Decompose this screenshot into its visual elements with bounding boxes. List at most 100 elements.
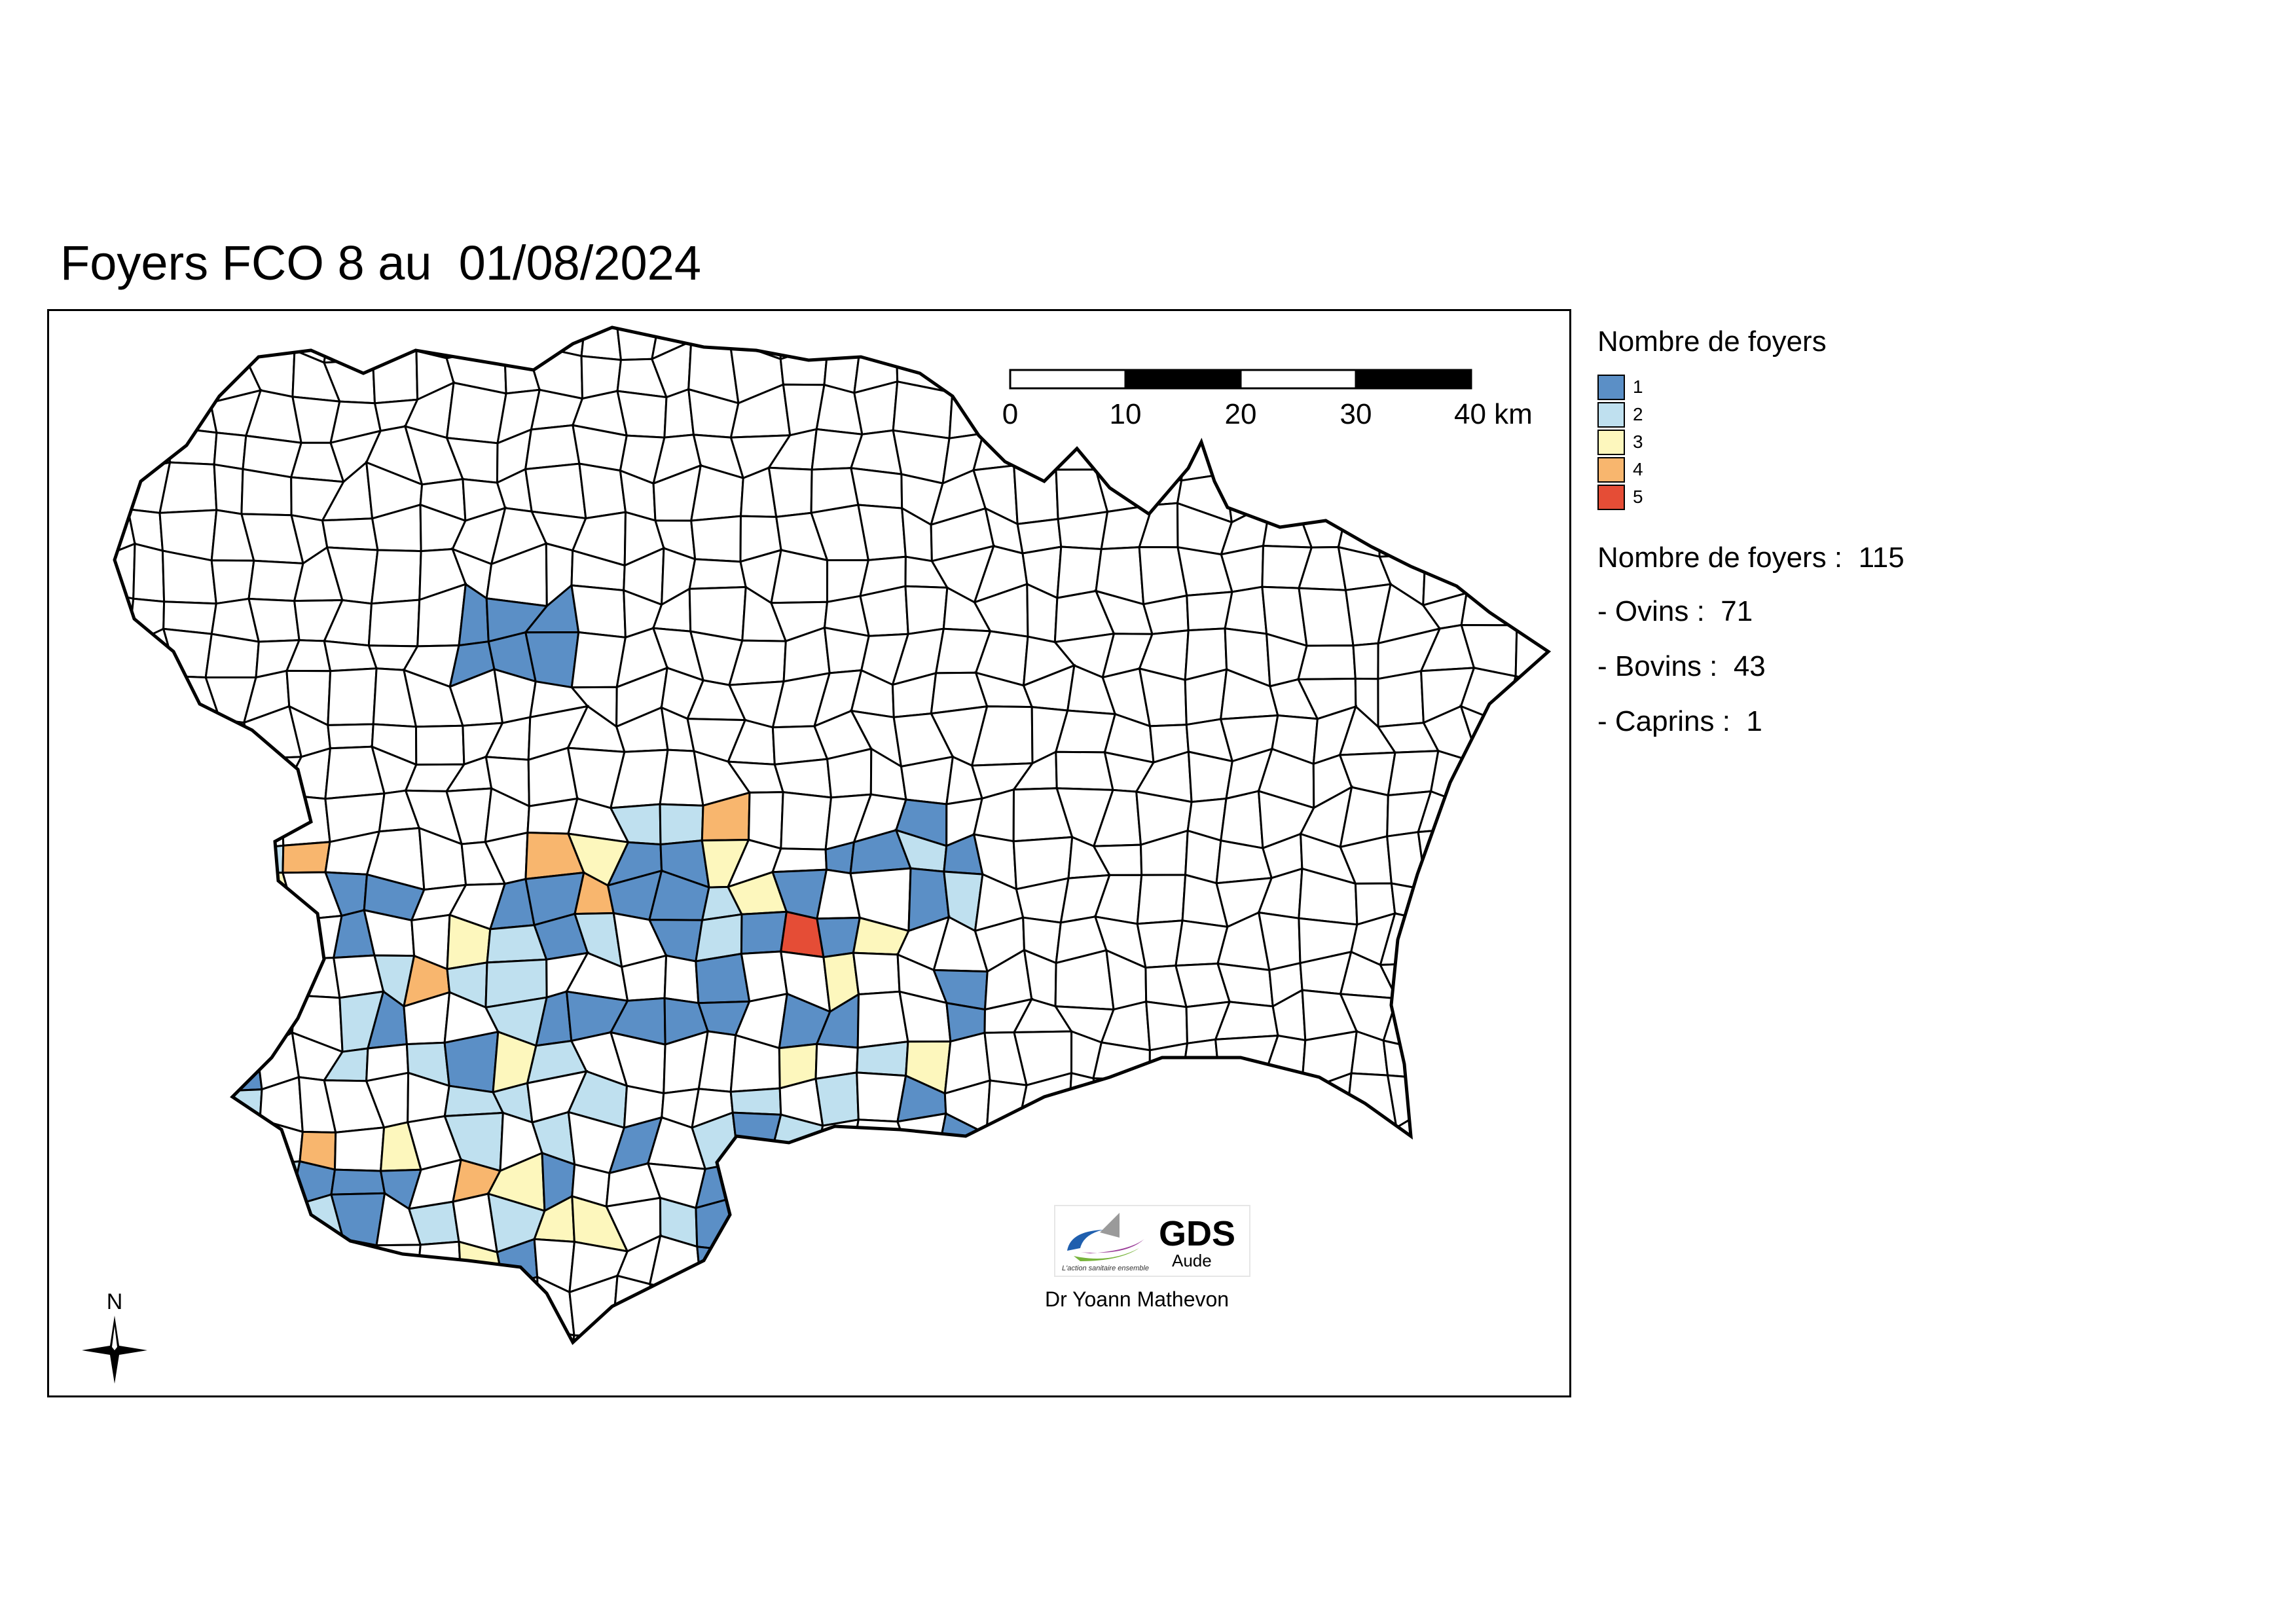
commune	[1153, 1362, 1182, 1396]
commune	[120, 750, 177, 805]
commune	[1418, 1046, 1478, 1087]
commune	[115, 836, 138, 877]
scale-bar: 0 10 20 30 40 km	[1002, 369, 1533, 430]
commune	[115, 1035, 138, 1092]
commune	[257, 1244, 291, 1293]
commune	[1544, 1326, 1548, 1342]
commune	[115, 1239, 141, 1283]
commune	[1068, 1320, 1111, 1342]
commune	[1104, 1322, 1157, 1342]
commune	[1504, 1233, 1548, 1297]
commune	[1299, 1280, 1351, 1332]
commune	[1055, 750, 1114, 791]
commune	[864, 1364, 906, 1395]
commune	[1468, 958, 1510, 1010]
commune	[1135, 1126, 1194, 1157]
commune	[690, 327, 740, 342]
legend-label-4: 4	[1633, 459, 1643, 479]
commune	[115, 638, 130, 678]
commune	[169, 1163, 223, 1214]
commune	[50, 341, 86, 401]
commune	[1504, 1196, 1548, 1255]
logo-swoosh-purple-icon	[1080, 1239, 1144, 1253]
commune	[1055, 327, 1109, 344]
commune	[282, 914, 343, 961]
commune	[496, 1318, 540, 1342]
commune	[1336, 1195, 1399, 1257]
commune	[1224, 422, 1277, 479]
commune	[416, 1280, 467, 1328]
commune	[247, 1331, 290, 1342]
commune	[1093, 1151, 1139, 1213]
commune	[49, 464, 96, 513]
commune	[1377, 670, 1425, 728]
stat-total: Nombre de foyers : 115	[1597, 542, 1904, 574]
commune	[1541, 831, 1548, 879]
commune	[780, 790, 833, 851]
commune	[1381, 1357, 1438, 1395]
commune	[619, 1357, 668, 1395]
commune	[115, 1125, 128, 1172]
commune	[780, 1325, 830, 1342]
commune	[1541, 868, 1548, 922]
commune	[405, 1359, 455, 1395]
commune	[1267, 1322, 1318, 1342]
legend-title: Nombre de foyers	[1597, 325, 1827, 358]
commune	[323, 1321, 371, 1342]
commune	[115, 802, 138, 841]
commune	[1092, 1077, 1154, 1129]
commune	[202, 1037, 263, 1094]
commune	[323, 327, 379, 364]
commune	[1224, 585, 1268, 635]
commune	[1295, 466, 1349, 527]
commune	[740, 910, 788, 955]
commune	[55, 1039, 93, 1091]
commune	[503, 327, 529, 348]
commune	[167, 1247, 222, 1297]
commune	[210, 559, 255, 605]
commune	[779, 342, 829, 386]
commune	[124, 1195, 183, 1257]
legend-label-1: 1	[1633, 377, 1643, 397]
commune	[1183, 384, 1226, 443]
commune	[240, 468, 293, 517]
legend-swatch-2	[1597, 401, 1625, 428]
commune	[325, 1369, 374, 1395]
commune	[124, 665, 179, 717]
commune	[1512, 553, 1548, 606]
commune	[1558, 1235, 1569, 1292]
commune	[1504, 1360, 1546, 1395]
stat-bovins: - Bovins : 43	[1597, 650, 1766, 682]
commune	[1466, 874, 1510, 919]
commune	[1187, 750, 1234, 803]
commune	[1430, 421, 1472, 483]
commune	[445, 327, 507, 360]
commune	[1384, 380, 1438, 445]
commune	[931, 327, 983, 350]
commune	[1539, 949, 1548, 1009]
commune	[808, 1198, 874, 1243]
commune	[811, 1232, 867, 1293]
commune	[1347, 1158, 1396, 1198]
commune	[779, 327, 829, 361]
commune	[970, 1246, 1032, 1287]
commune	[1459, 327, 1506, 348]
commune	[1298, 587, 1355, 647]
commune	[1379, 1232, 1426, 1287]
commune	[529, 1366, 586, 1396]
commune	[501, 1276, 540, 1329]
commune	[1420, 1232, 1478, 1293]
commune	[1507, 831, 1548, 879]
commune	[970, 1329, 1030, 1342]
legend-swatch-3	[1597, 429, 1625, 455]
commune	[856, 1232, 913, 1292]
commune	[1264, 1244, 1302, 1296]
legend: Nombre de foyers 1 2 3 4 5 Nombre de foy…	[1597, 325, 2187, 736]
commune	[445, 381, 507, 445]
commune	[1175, 1072, 1236, 1135]
commune	[1012, 424, 1057, 471]
commune	[1145, 1000, 1189, 1052]
commune	[850, 466, 903, 509]
commune	[904, 1160, 944, 1202]
commune	[1502, 999, 1548, 1052]
